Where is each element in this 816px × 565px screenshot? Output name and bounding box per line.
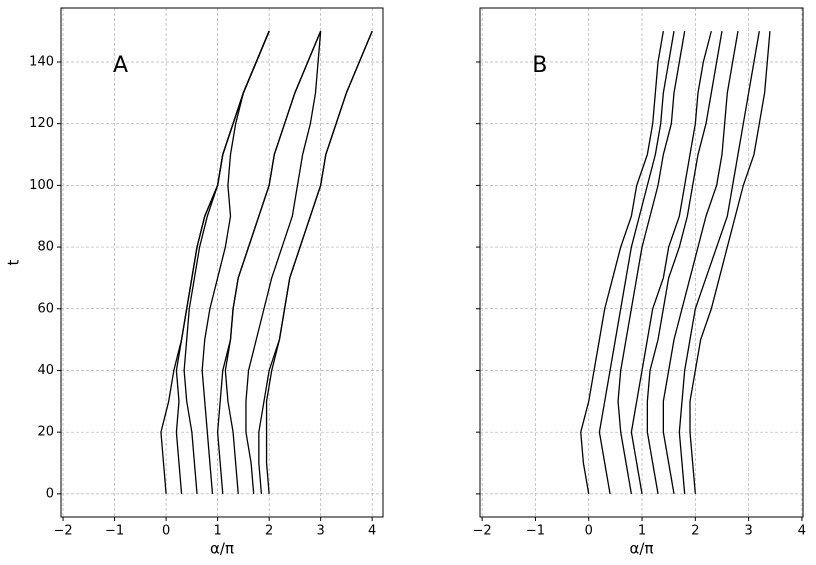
- y-tick-label: 0: [46, 486, 54, 501]
- panel-label: B: [532, 53, 547, 78]
- x-tick-label: 4: [368, 524, 376, 539]
- x-tick-label: 3: [744, 524, 752, 539]
- trajectory: [689, 31, 771, 494]
- y-tick-label: 100: [29, 178, 54, 193]
- x-tick-label: 0: [585, 524, 593, 539]
- x-tick-label: 2: [265, 524, 273, 539]
- x-tick-label: 1: [638, 524, 646, 539]
- x-axis-label: α/π: [210, 540, 234, 558]
- y-tick-label: 120: [29, 116, 54, 131]
- trajectory: [201, 30, 270, 494]
- trajectory: [183, 30, 270, 494]
- x-tick-label: 2: [691, 524, 699, 539]
- x-tick-label: −1: [105, 524, 124, 539]
- panel-label: A: [113, 53, 128, 78]
- trajectory: [258, 30, 373, 494]
- x-tick-label: −2: [53, 524, 72, 539]
- plot-frame: [479, 7, 804, 518]
- trajectory: [224, 30, 322, 494]
- y-tick-label: 80: [37, 240, 54, 255]
- y-tick-label: 40: [37, 363, 54, 378]
- x-tick-label: −1: [526, 524, 545, 539]
- trajectory: [245, 31, 322, 494]
- x-tick-label: 3: [317, 524, 325, 539]
- trajectory: [617, 31, 686, 494]
- trajectory: [646, 31, 723, 494]
- x-tick-label: −2: [473, 524, 492, 539]
- y-tick-label: 140: [29, 54, 54, 69]
- trajectory: [678, 31, 760, 494]
- x-tick-label: 0: [162, 524, 170, 539]
- x-tick-label: 1: [213, 524, 221, 539]
- trajectory: [265, 30, 373, 494]
- trajectory: [662, 31, 739, 494]
- y-axis-label: t: [5, 259, 23, 265]
- trajectory: [580, 31, 664, 494]
- y-tick-label: 60: [37, 301, 54, 316]
- trajectory: [598, 31, 675, 494]
- plot-frame: [60, 7, 384, 518]
- x-tick-label: 4: [798, 524, 806, 539]
- y-tick-label: 20: [37, 425, 54, 440]
- x-axis-label: α/π: [630, 540, 654, 558]
- trajectory: [630, 30, 712, 494]
